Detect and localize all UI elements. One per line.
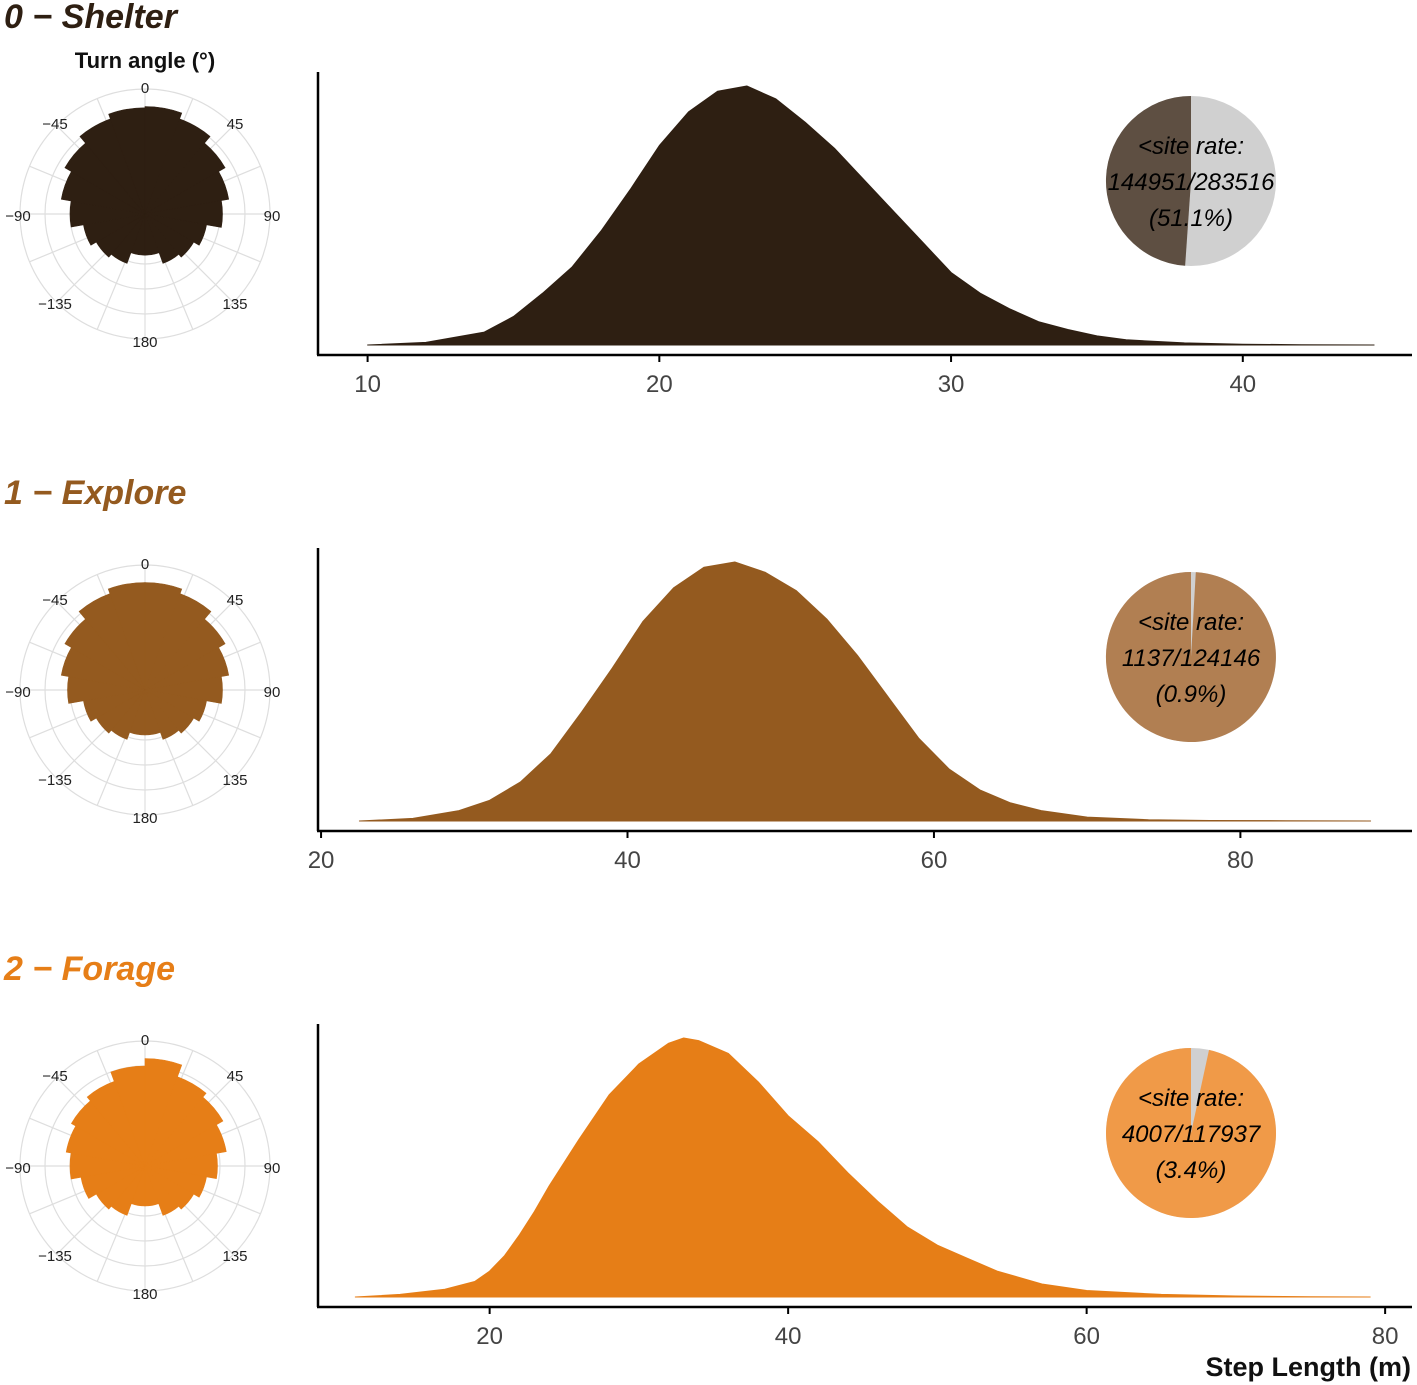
- turn-angle-bar: [144, 1076, 207, 1167]
- polar-tick-label: 45: [227, 116, 244, 133]
- x-tick-label: 60: [921, 847, 948, 874]
- pie-label: (51.1%): [1149, 205, 1233, 232]
- turn-angle-bar: [144, 213, 160, 256]
- panel-2: 2 − Forage 0 45 90 135 180 −135 −90 −45 20 40 60 80 <…: [3, 950, 1412, 1350]
- turn-angle-bar: [144, 1165, 180, 1216]
- turn-angle-bar: [144, 593, 212, 691]
- polar-tick-label: 45: [227, 1068, 244, 1085]
- turn-angle-bar: [144, 118, 211, 215]
- pie-label: (3.4%): [1156, 1157, 1227, 1184]
- turn-angle-bar: [144, 142, 226, 215]
- step-length-density: 10 20 30 40: [316, 72, 1412, 398]
- polar-tick-label: −135: [38, 772, 72, 789]
- polar-tick-label: 135: [222, 296, 247, 313]
- pie-label: 144951/283516: [1108, 169, 1275, 196]
- x-tick-label: 80: [1227, 847, 1254, 874]
- panel-0: 0 − Shelter 0 45 90 135 180 −135 −90 −45 Turn ang…: [4, 0, 1412, 398]
- density-area: [354, 1037, 1371, 1298]
- x-tick-label: 20: [476, 1323, 503, 1350]
- turn-angle-bar: [144, 1165, 195, 1210]
- polar-tick-label: 90: [264, 208, 281, 225]
- polar-tick-label: 180: [132, 810, 157, 827]
- turn-angle-bar: [144, 213, 207, 246]
- turn-angle-bar: [144, 213, 180, 264]
- pie-label: <site rate:: [1138, 609, 1244, 636]
- turn-angle-bar: [144, 1124, 227, 1167]
- turn-angle-bar: [144, 689, 207, 722]
- polar-tick-label: 0: [141, 1032, 149, 1049]
- site-rate-pie: <site rate: 144951/283516 (51.1%): [1105, 95, 1276, 266]
- polar-tick-label: 90: [264, 684, 281, 701]
- site-rate-pie: <site rate: 4007/117937 (3.4%): [1106, 1048, 1277, 1218]
- x-tick-label: 80: [1372, 1323, 1399, 1350]
- turn-angle-bar: [144, 213, 195, 258]
- turn-angle-bar: [144, 1165, 207, 1198]
- density-area: [367, 85, 1375, 346]
- pie-slice-site: [1105, 571, 1276, 742]
- turn-angle-bar: [144, 1058, 183, 1167]
- polar-tick-label: 180: [132, 1286, 157, 1303]
- polar-tick-label: −135: [38, 296, 72, 313]
- x-tick-label: 60: [1073, 1323, 1100, 1350]
- panel-1: 1 − Explore 0 45 90 135 180 −135 −90 −45 20 40 60 80…: [4, 474, 1412, 874]
- polar-tick-label: −135: [38, 1248, 72, 1265]
- panel-title: 1 − Explore: [4, 474, 186, 512]
- turn-angle-bar: [144, 1153, 218, 1179]
- pie-label: <site rate:: [1138, 133, 1244, 160]
- polar-tick-label: 90: [264, 1160, 281, 1177]
- polar-tick-label: 135: [222, 772, 247, 789]
- x-tick-label: 40: [775, 1323, 802, 1350]
- pie-slice-site: [1106, 1048, 1277, 1218]
- pie-slice-site: [1105, 95, 1191, 266]
- density-area: [358, 561, 1372, 822]
- turn-angle-title: Turn angle (°): [75, 48, 215, 73]
- x-tick-label: 20: [308, 847, 335, 874]
- turn-angle-bar: [144, 689, 180, 740]
- polar-tick-label: 0: [141, 80, 149, 97]
- step-length-density: 20 40 60 80: [308, 548, 1412, 874]
- polar-tick-label: 0: [141, 556, 149, 573]
- polar-tick-label: −90: [5, 684, 30, 701]
- x-tick-label: 40: [614, 847, 641, 874]
- pie-label: 1137/124146: [1122, 645, 1261, 672]
- turn-angle-bar: [144, 106, 183, 215]
- panel-title: 0 − Shelter: [4, 0, 179, 36]
- pie-label: <site rate:: [1138, 1085, 1244, 1112]
- turn-angle-bar: [144, 618, 226, 691]
- x-tick-label: 10: [354, 371, 381, 398]
- turn-angle-bar: [144, 1165, 160, 1207]
- turn-angle-rose: 0 45 90 135 180 −135 −90 −45: [5, 1032, 280, 1303]
- turn-angle-bar: [144, 1096, 224, 1167]
- turn-angle-rose: 0 45 90 135 180 −135 −90 −45: [5, 556, 280, 827]
- polar-tick-label: −45: [42, 592, 67, 609]
- polar-tick-label: −90: [5, 208, 30, 225]
- x-axis-title: Step Length (m): [1206, 1352, 1411, 1382]
- step-length-density: 20 40 60 80: [316, 1024, 1412, 1350]
- x-tick-label: 40: [1229, 371, 1256, 398]
- polar-tick-label: 135: [222, 1248, 247, 1265]
- turn-angle-rose: 0 45 90 135 180 −135 −90 −45 Turn angle (°): [5, 48, 280, 351]
- pie-label: (0.9%): [1156, 681, 1227, 708]
- turn-angle-bar: [144, 689, 195, 734]
- polar-tick-label: −45: [42, 116, 67, 133]
- pie-label: 4007/117937: [1122, 1121, 1262, 1148]
- turn-angle-bar: [144, 647, 230, 691]
- turn-angle-bar: [144, 582, 183, 691]
- x-tick-label: 20: [646, 371, 673, 398]
- turn-angle-bar: [144, 171, 230, 215]
- turn-angle-bar: [144, 200, 223, 228]
- polar-tick-label: 180: [132, 334, 157, 351]
- x-tick-label: 30: [938, 371, 965, 398]
- polar-tick-label: −90: [5, 1160, 30, 1177]
- polar-tick-label: 45: [227, 592, 244, 609]
- panel-title: 2 − Forage: [3, 950, 175, 988]
- turn-angle-bar: [144, 676, 223, 704]
- site-rate-pie: <site rate: 1137/124146 (0.9%): [1105, 571, 1276, 742]
- polar-tick-label: −45: [42, 1068, 67, 1085]
- turn-angle-bar: [144, 689, 161, 736]
